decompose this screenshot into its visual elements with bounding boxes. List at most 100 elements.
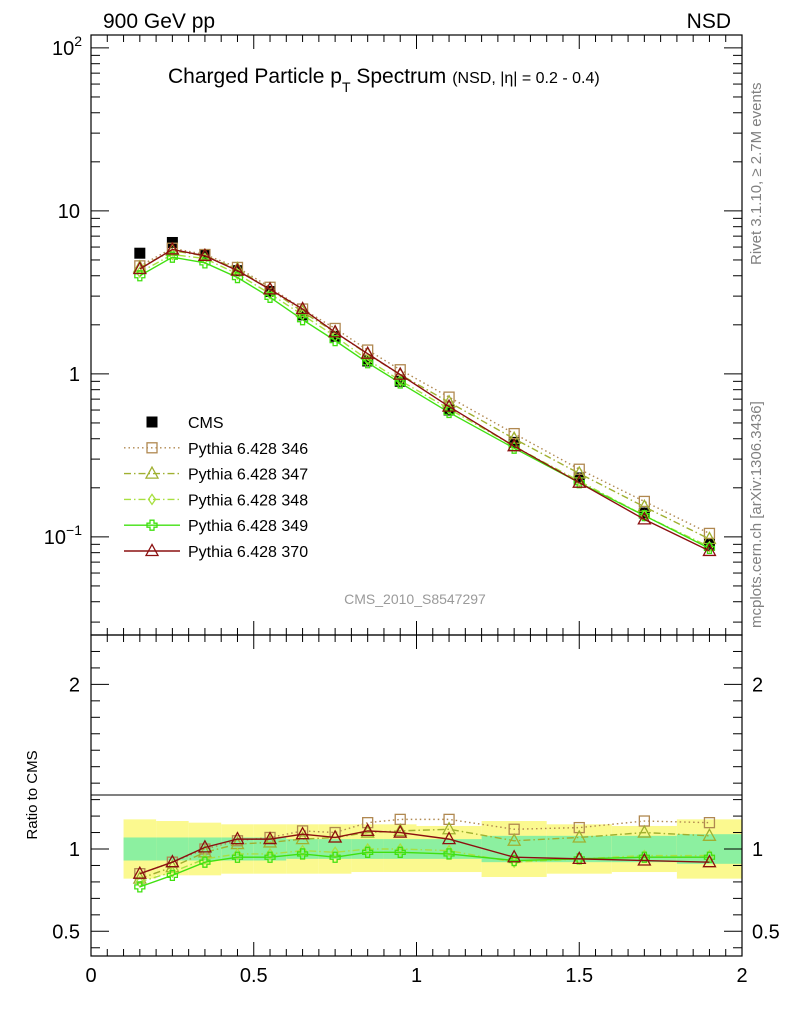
ratio-point-p348	[135, 875, 145, 889]
data-point-p349	[264, 291, 276, 303]
legend-marker-p347	[144, 465, 160, 479]
legend-label-p370: Pythia 6.428 370	[188, 544, 308, 561]
data-point-p370	[702, 543, 717, 557]
data-point-p349	[329, 334, 341, 347]
ratio-y-tick-label: 1	[69, 839, 80, 861]
data-point-p370	[295, 301, 310, 315]
data-point-p370	[393, 366, 408, 380]
data-point-p370	[165, 241, 180, 255]
ratio-point-p347	[262, 834, 278, 848]
ratio-point-p370	[507, 849, 522, 863]
chart-title-sub: T	[342, 79, 351, 95]
legend-label-p346: Pythia 6.428 346	[188, 441, 308, 458]
main-y-tick-label: 1	[69, 364, 80, 386]
legend-label-p347: Pythia 6.428 347	[188, 467, 308, 484]
data-point-p349	[703, 542, 716, 555]
data-point-p349	[296, 314, 309, 326]
ratio-series-p346	[134, 813, 716, 880]
ratio-point-p370	[132, 865, 147, 879]
ratio-x-tick-label: 0.5	[240, 965, 268, 987]
legend-entry-p370: Pythia 6.428 370	[124, 543, 308, 561]
ratio-point-p370	[295, 826, 310, 840]
ratio-point-p349	[296, 848, 309, 860]
ratio-band-green	[123, 837, 157, 861]
legend-label-cms: CMS	[188, 415, 224, 432]
ratio-series-p370	[132, 823, 717, 879]
ratio-ylabel: Ratio to CMS	[24, 750, 41, 839]
ratio-point-p347	[637, 824, 652, 838]
data-point-p370	[360, 345, 375, 359]
main-y-tick-label-base: 10	[52, 38, 74, 60]
ratio-point-p370	[393, 824, 408, 838]
ratio-point-p346	[362, 817, 374, 829]
ratio-point-p347	[702, 827, 717, 841]
legend-marker-p349	[146, 519, 158, 531]
main-y-tick-label-exp: −1	[66, 522, 82, 538]
ratio-point-p370	[702, 854, 717, 868]
data-point-p349	[166, 251, 179, 263]
data-point-p370	[328, 324, 343, 338]
header-left: 900 GeV pp	[103, 10, 215, 33]
ratio-point-p346	[296, 825, 309, 837]
legend-entry-p348: Pythia 6.428 348	[124, 492, 308, 509]
chart-title-main2: Spectrum	[351, 65, 447, 88]
main-y-tick-label: 10	[58, 201, 80, 223]
ratio-x-tick-label: 1.5	[565, 965, 593, 987]
ratio-point-p349	[264, 851, 276, 863]
ratio-curves	[132, 813, 717, 893]
ratio-line-p348	[139, 848, 710, 883]
ratio-point-p349	[638, 851, 650, 863]
data-point-p349	[394, 377, 406, 389]
ratio-plot: 0 0.5 1 1.5 20.5 0.51 12 2 Ratio to CMS	[24, 634, 780, 987]
ratio-point-p349	[362, 846, 374, 858]
main-y-tick-label: 102	[52, 33, 82, 60]
main-y-tick-label-base: 10	[58, 201, 80, 223]
series-p370	[132, 241, 717, 557]
ratio-line-p346	[139, 818, 710, 875]
side-label-top: Rivet 3.1.10, ≥ 2.7M events	[748, 83, 765, 266]
ratio-band-green	[188, 837, 222, 861]
legend-label-p349: Pythia 6.428 349	[188, 518, 308, 535]
ratio-y-tick-label-right: 0.5	[752, 921, 780, 943]
main-y-tick-label-base: 1	[69, 364, 80, 386]
series-line-p346	[139, 247, 710, 535]
ratio-point-p349	[329, 851, 341, 863]
ratio-point-p346	[573, 821, 585, 834]
ratio-point-p370	[230, 831, 245, 845]
chart-title-small: (NSD, |η| = 0.2 - 0.4)	[452, 70, 599, 87]
ratio-point-p349	[703, 851, 716, 863]
ratio-x-tick-label: 2	[736, 965, 747, 987]
ratio-point-p346	[703, 817, 716, 829]
ratio-x-tick-label: 1	[411, 965, 422, 987]
analysis-id: CMS_2010_S8547297	[344, 591, 486, 607]
main-y-tick-label: 10−1	[44, 522, 82, 549]
data-point-p370	[441, 398, 457, 412]
legend-entry-p346: Pythia 6.428 346	[124, 441, 308, 458]
data-point-p349	[508, 442, 520, 454]
ratio-plot-frame	[90, 634, 743, 957]
ratio-point-p370	[637, 852, 652, 866]
legend-entry-p349: Pythia 6.428 349	[124, 518, 308, 535]
ratio-point-p347	[572, 829, 587, 843]
ratio-y-tick-label-right: 1	[752, 839, 763, 861]
data-point-p370	[572, 474, 587, 488]
chart-title: Charged Particle pT Spectrum (NSD, |η| = …	[168, 65, 600, 95]
ratio-bands	[123, 819, 742, 879]
ratio-point-p347	[393, 823, 408, 837]
ratio-point-p370	[262, 831, 278, 845]
legend-label-p348: Pythia 6.428 348	[188, 492, 308, 509]
main-y-tick-label-exp: 2	[74, 33, 82, 49]
chart-title-main: Charged Particle p	[168, 65, 342, 88]
ratio-point-p346	[443, 813, 455, 826]
ratio-point-p370	[441, 831, 457, 845]
ratio-point-p370	[197, 839, 213, 853]
data-point-p349	[362, 357, 374, 369]
legend-marker-p370	[144, 543, 160, 557]
ratio-band-green	[318, 839, 352, 859]
ratio-point-p370	[165, 854, 180, 868]
legend: CMS Pythia 6.428 346 Pythia 6.428 347 Pythi…	[124, 415, 308, 561]
ratio-point-p349	[134, 881, 146, 893]
data-point-p370	[507, 438, 522, 452]
